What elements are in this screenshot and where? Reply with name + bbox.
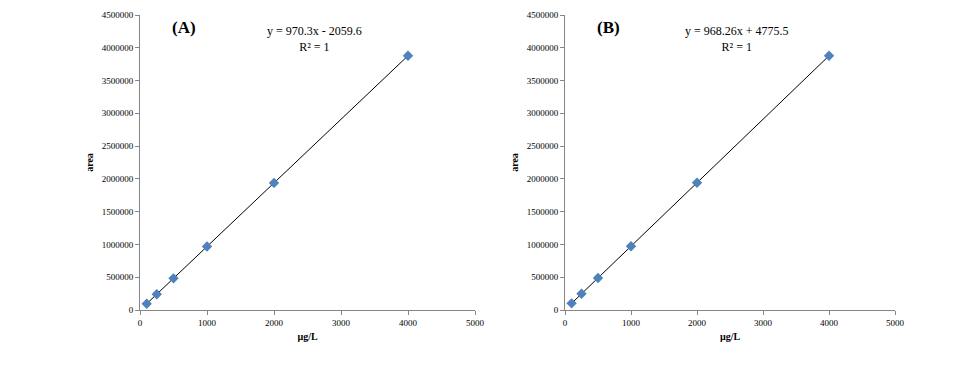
svg-text:0: 0: [554, 305, 559, 315]
svg-text:3000: 3000: [754, 318, 773, 328]
svg-text:1000000: 1000000: [102, 240, 134, 250]
svg-text:4500000: 4500000: [527, 10, 559, 20]
svg-text:1500000: 1500000: [102, 207, 134, 217]
svg-text:1000000: 1000000: [527, 240, 559, 250]
svg-text:area: area: [84, 153, 95, 172]
svg-text:5000: 5000: [466, 318, 485, 328]
svg-text:0: 0: [129, 305, 134, 315]
svg-text:4000000: 4000000: [102, 43, 134, 53]
svg-text:y = 970.3x - 2059.6R² = 1: y = 970.3x - 2059.6R² = 1: [267, 24, 362, 54]
svg-text:0: 0: [138, 318, 143, 328]
svg-text:1500000: 1500000: [527, 207, 559, 217]
svg-text:4000000: 4000000: [527, 43, 559, 53]
svg-text:5000: 5000: [886, 318, 905, 328]
svg-text:3000000: 3000000: [527, 108, 559, 118]
svg-text:(B): (B): [597, 18, 620, 37]
svg-text:µg/L: µg/L: [720, 331, 741, 342]
svg-text:3500000: 3500000: [102, 76, 134, 86]
svg-text:500000: 500000: [531, 272, 559, 282]
svg-text:2000000: 2000000: [102, 174, 134, 184]
svg-text:2000: 2000: [688, 318, 707, 328]
svg-text:3000: 3000: [332, 318, 351, 328]
svg-text:2000: 2000: [265, 318, 284, 328]
svg-text:2500000: 2500000: [527, 141, 559, 151]
svg-text:µg/L: µg/L: [297, 331, 318, 342]
svg-text:3000000: 3000000: [102, 108, 134, 118]
svg-text:y = 968.26x + 4775.5R² = 1: y = 968.26x + 4775.5R² = 1: [685, 24, 789, 54]
svg-text:4000: 4000: [399, 318, 418, 328]
svg-text:(A): (A): [172, 18, 196, 37]
svg-text:0: 0: [563, 318, 568, 328]
svg-text:500000: 500000: [106, 272, 134, 282]
svg-text:area: area: [509, 153, 520, 172]
svg-text:1000: 1000: [622, 318, 641, 328]
svg-text:2000000: 2000000: [527, 174, 559, 184]
svg-text:2500000: 2500000: [102, 141, 134, 151]
svg-text:4500000: 4500000: [102, 10, 134, 20]
svg-text:4000: 4000: [820, 318, 839, 328]
svg-text:3500000: 3500000: [527, 76, 559, 86]
svg-text:1000: 1000: [198, 318, 217, 328]
